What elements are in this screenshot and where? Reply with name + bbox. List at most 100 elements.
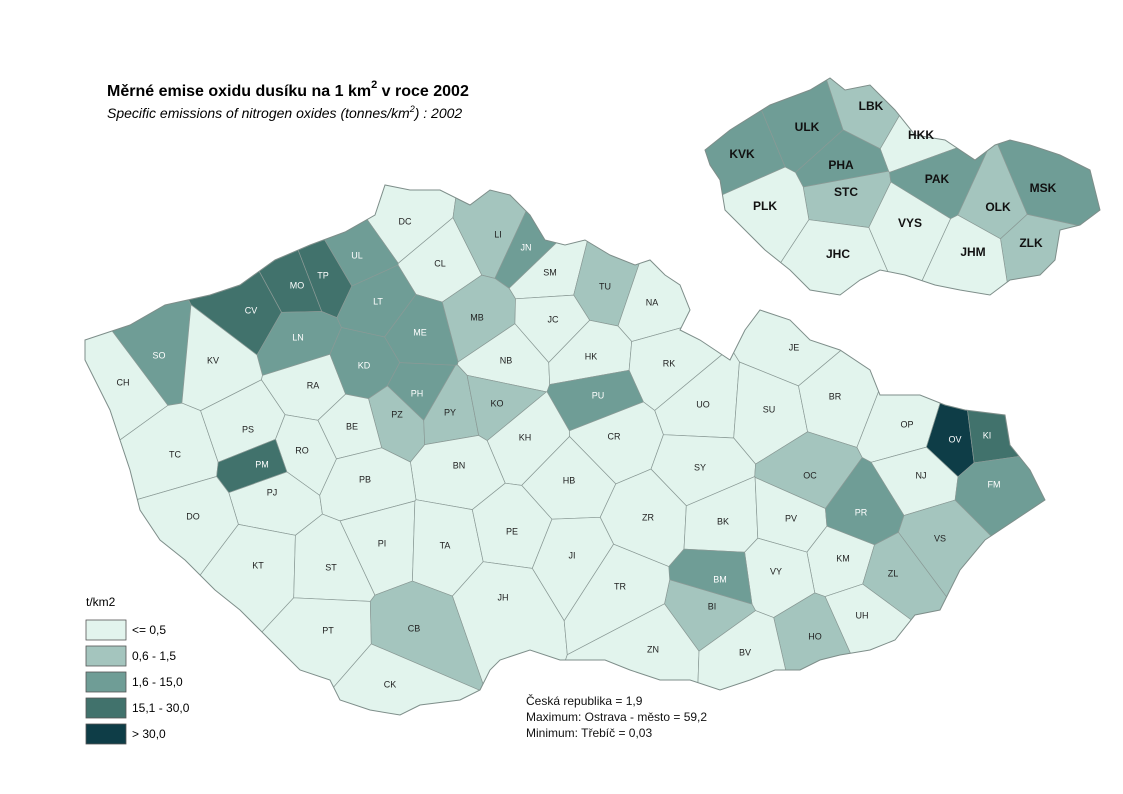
district-label: NB — [500, 355, 513, 365]
region-label: ULK — [795, 120, 820, 134]
district-label: RK — [663, 358, 676, 368]
district-label: SO — [152, 350, 165, 360]
district-label: CB — [408, 623, 421, 633]
district-label: BE — [346, 421, 358, 431]
note: Maximum: Ostrava - město = 59,2 — [526, 710, 707, 724]
region — [705, 166, 810, 295]
district-label: KO — [490, 398, 503, 408]
district-label: TR — [614, 581, 626, 591]
district-label: TP — [317, 270, 329, 280]
subtitle-text: Specific emissions of nitrogen oxides (t… — [107, 105, 410, 121]
region-label: PHA — [828, 158, 854, 172]
region-label: STC — [834, 185, 858, 199]
district-label: NJ — [916, 470, 927, 480]
region-label: MSK — [1030, 181, 1057, 195]
district-label: ZN — [647, 644, 659, 654]
district-label: TA — [440, 540, 451, 550]
district-label: JN — [521, 242, 532, 252]
district-label: LI — [494, 229, 502, 239]
district-label: SY — [694, 462, 706, 472]
district-label: PT — [322, 625, 334, 635]
district-label: PB — [359, 474, 371, 484]
district-label: MB — [470, 312, 484, 322]
district-label: OV — [948, 434, 961, 444]
legend-label: 15,1 - 30,0 — [132, 701, 190, 715]
title-after: v roce 2002 — [377, 83, 469, 100]
legend-swatch — [85, 671, 127, 693]
legend-swatch — [85, 619, 127, 641]
district-label: DO — [186, 511, 200, 521]
district-label: PE — [506, 526, 518, 536]
region-label: PAK — [925, 172, 950, 186]
district-label: PV — [785, 513, 797, 523]
region-label: JHC — [826, 247, 850, 261]
district-label: OP — [900, 419, 913, 429]
district-label: PU — [592, 390, 605, 400]
region-label: LBK — [859, 99, 884, 113]
district-label: LN — [292, 332, 304, 342]
district-label: ME — [413, 327, 427, 337]
notes: Česká republika = 1,9 Maximum: Ostrava -… — [526, 693, 707, 740]
district-label: BM — [713, 574, 727, 584]
legend-label: 1,6 - 15,0 — [132, 675, 183, 689]
region-label: PLK — [753, 199, 777, 213]
district-label: PZ — [391, 409, 403, 419]
district-label: PJ — [267, 487, 278, 497]
legend-swatch — [85, 697, 127, 719]
district-label: BI — [708, 601, 717, 611]
district-label: BV — [739, 647, 751, 657]
district-label: VY — [770, 566, 782, 576]
district — [898, 499, 1045, 715]
district-label: KT — [252, 560, 264, 570]
map-subtitle: Specific emissions of nitrogen oxides (t… — [107, 104, 462, 121]
district-label: JE — [789, 342, 800, 352]
district-label: BN — [453, 460, 466, 470]
district-label: PM — [255, 459, 269, 469]
region-label: KVK — [729, 147, 755, 161]
district-label: ZL — [888, 568, 899, 578]
subtitle-sup: 2 — [409, 104, 415, 114]
region-label: VYS — [898, 216, 922, 230]
district-label: BK — [717, 516, 729, 526]
district-label: PY — [444, 407, 456, 417]
region-label: OLK — [985, 200, 1011, 214]
region — [1000, 214, 1100, 295]
district-label: BR — [829, 391, 842, 401]
district-label: JI — [568, 550, 575, 560]
region-label: JHM — [960, 245, 985, 259]
district-label: SM — [543, 267, 557, 277]
district-label: MO — [290, 280, 305, 290]
district-label: RO — [295, 445, 309, 455]
district-label: ST — [325, 562, 337, 572]
district-label: VS — [934, 533, 946, 543]
district-label: CL — [434, 258, 446, 268]
district-label: HB — [563, 475, 576, 485]
district-label: CK — [384, 679, 397, 689]
district-label: FM — [988, 479, 1001, 489]
map-title: Měrné emise oxidu dusíku na 1 km2 v roce… — [107, 79, 469, 100]
district-label: KH — [519, 432, 532, 442]
title-sup: 2 — [371, 79, 377, 91]
legend-label: <= 0,5 — [132, 623, 166, 637]
legend-label: > 30,0 — [132, 727, 166, 741]
legend-title: t/km2 — [86, 595, 116, 609]
district-label: JC — [548, 314, 560, 324]
district — [317, 393, 383, 460]
district-label: NA — [646, 297, 659, 307]
district-label: HO — [808, 631, 822, 641]
district-label: TC — [169, 449, 181, 459]
region-label: HKK — [908, 128, 934, 142]
subtitle-after: ) : 2002 — [413, 105, 463, 121]
region-label: ZLK — [1019, 236, 1043, 250]
note: Minimum: Třebíč = 0,03 — [526, 726, 652, 740]
district-label: KI — [983, 430, 992, 440]
legend: <= 0,5 0,6 - 1,5 1,6 - 15,0 15,1 - 30,0 > 30… — [85, 619, 190, 745]
district-label: TU — [599, 281, 611, 291]
district-label: CR — [608, 431, 621, 441]
legend-label: 0,6 - 1,5 — [132, 649, 176, 663]
district-label: OC — [803, 470, 817, 480]
district-label: KD — [358, 360, 371, 370]
legend-swatch — [85, 645, 127, 667]
district-label: DC — [399, 216, 412, 226]
